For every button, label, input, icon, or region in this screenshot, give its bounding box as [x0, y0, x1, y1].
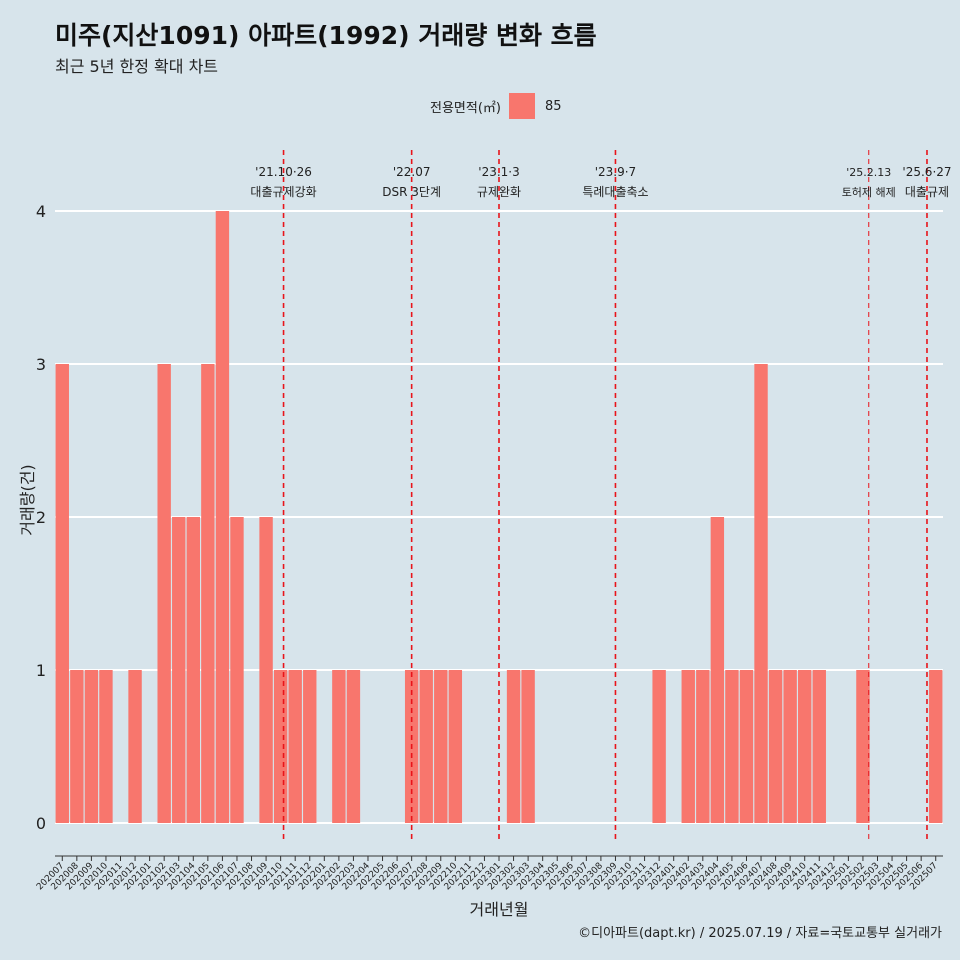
event-date-label: '23.9·7	[595, 165, 636, 179]
x-axis-title: 거래년월	[470, 900, 529, 919]
bar	[448, 670, 463, 823]
event-date-label: '22.07	[393, 165, 431, 179]
bar	[215, 211, 230, 823]
bar	[99, 670, 113, 823]
event-name-label: 대출규제강화	[250, 185, 316, 199]
bar	[768, 670, 783, 823]
bar	[157, 364, 171, 823]
event-name-label: 토허제 해제	[842, 185, 896, 199]
bar	[259, 517, 273, 823]
event-date-label: '25.2.13	[846, 166, 891, 179]
bar	[652, 670, 666, 823]
bar	[419, 670, 433, 823]
y-tick-label: 1	[36, 661, 46, 680]
bar	[332, 670, 346, 823]
bar	[84, 670, 99, 823]
bar	[70, 670, 84, 823]
bar	[506, 670, 521, 823]
bar	[172, 517, 186, 823]
chart-subtitle: 최근 5년 한정 확대 차트	[55, 57, 219, 76]
source-caption: ©디아파트(dapt.kr) / 2025.07.19 / 자료=국토교통부 실…	[578, 926, 942, 941]
bar	[725, 670, 739, 823]
legend: 전용면적(㎡) 85	[430, 93, 562, 119]
bar	[128, 670, 142, 823]
bar	[521, 670, 535, 823]
y-tick-label: 0	[36, 814, 46, 833]
bar	[346, 670, 361, 823]
event-date-label: '25.6·27	[902, 165, 951, 179]
bar	[929, 670, 943, 823]
bar	[798, 670, 812, 823]
y-tick-label: 2	[36, 508, 46, 527]
y-tick-label: 4	[36, 202, 46, 221]
bar	[812, 670, 826, 823]
bar	[710, 517, 725, 823]
event-name-label: 특례대출축소	[582, 185, 648, 199]
event-name-label: DSR 3단계	[382, 185, 441, 199]
bar	[434, 670, 448, 823]
bar	[230, 517, 244, 823]
bar	[856, 670, 870, 823]
event-name-label: 대출규제	[905, 185, 949, 199]
y-tick-label: 3	[36, 355, 46, 374]
bar	[783, 670, 797, 823]
bar	[681, 670, 695, 823]
bar	[201, 364, 215, 823]
bar	[303, 670, 317, 823]
bar	[55, 364, 69, 823]
event-date-label: '23.1·3	[478, 165, 519, 179]
y-axis-title: 거래량(건)	[18, 464, 37, 535]
bar	[739, 670, 754, 823]
chart-title: 미주(지산1091) 아파트(1992) 거래량 변화 흐름	[55, 21, 597, 50]
legend-title: 전용면적(㎡)	[430, 100, 501, 116]
legend-swatch	[508, 93, 535, 119]
bar	[186, 517, 200, 823]
bar	[754, 364, 768, 823]
bar	[273, 670, 288, 823]
bar	[696, 670, 710, 823]
event-name-label: 규제완화	[477, 185, 521, 199]
legend-item-label: 85	[544, 98, 562, 114]
event-date-label: '21.10·26	[255, 165, 312, 179]
bar	[288, 670, 302, 823]
